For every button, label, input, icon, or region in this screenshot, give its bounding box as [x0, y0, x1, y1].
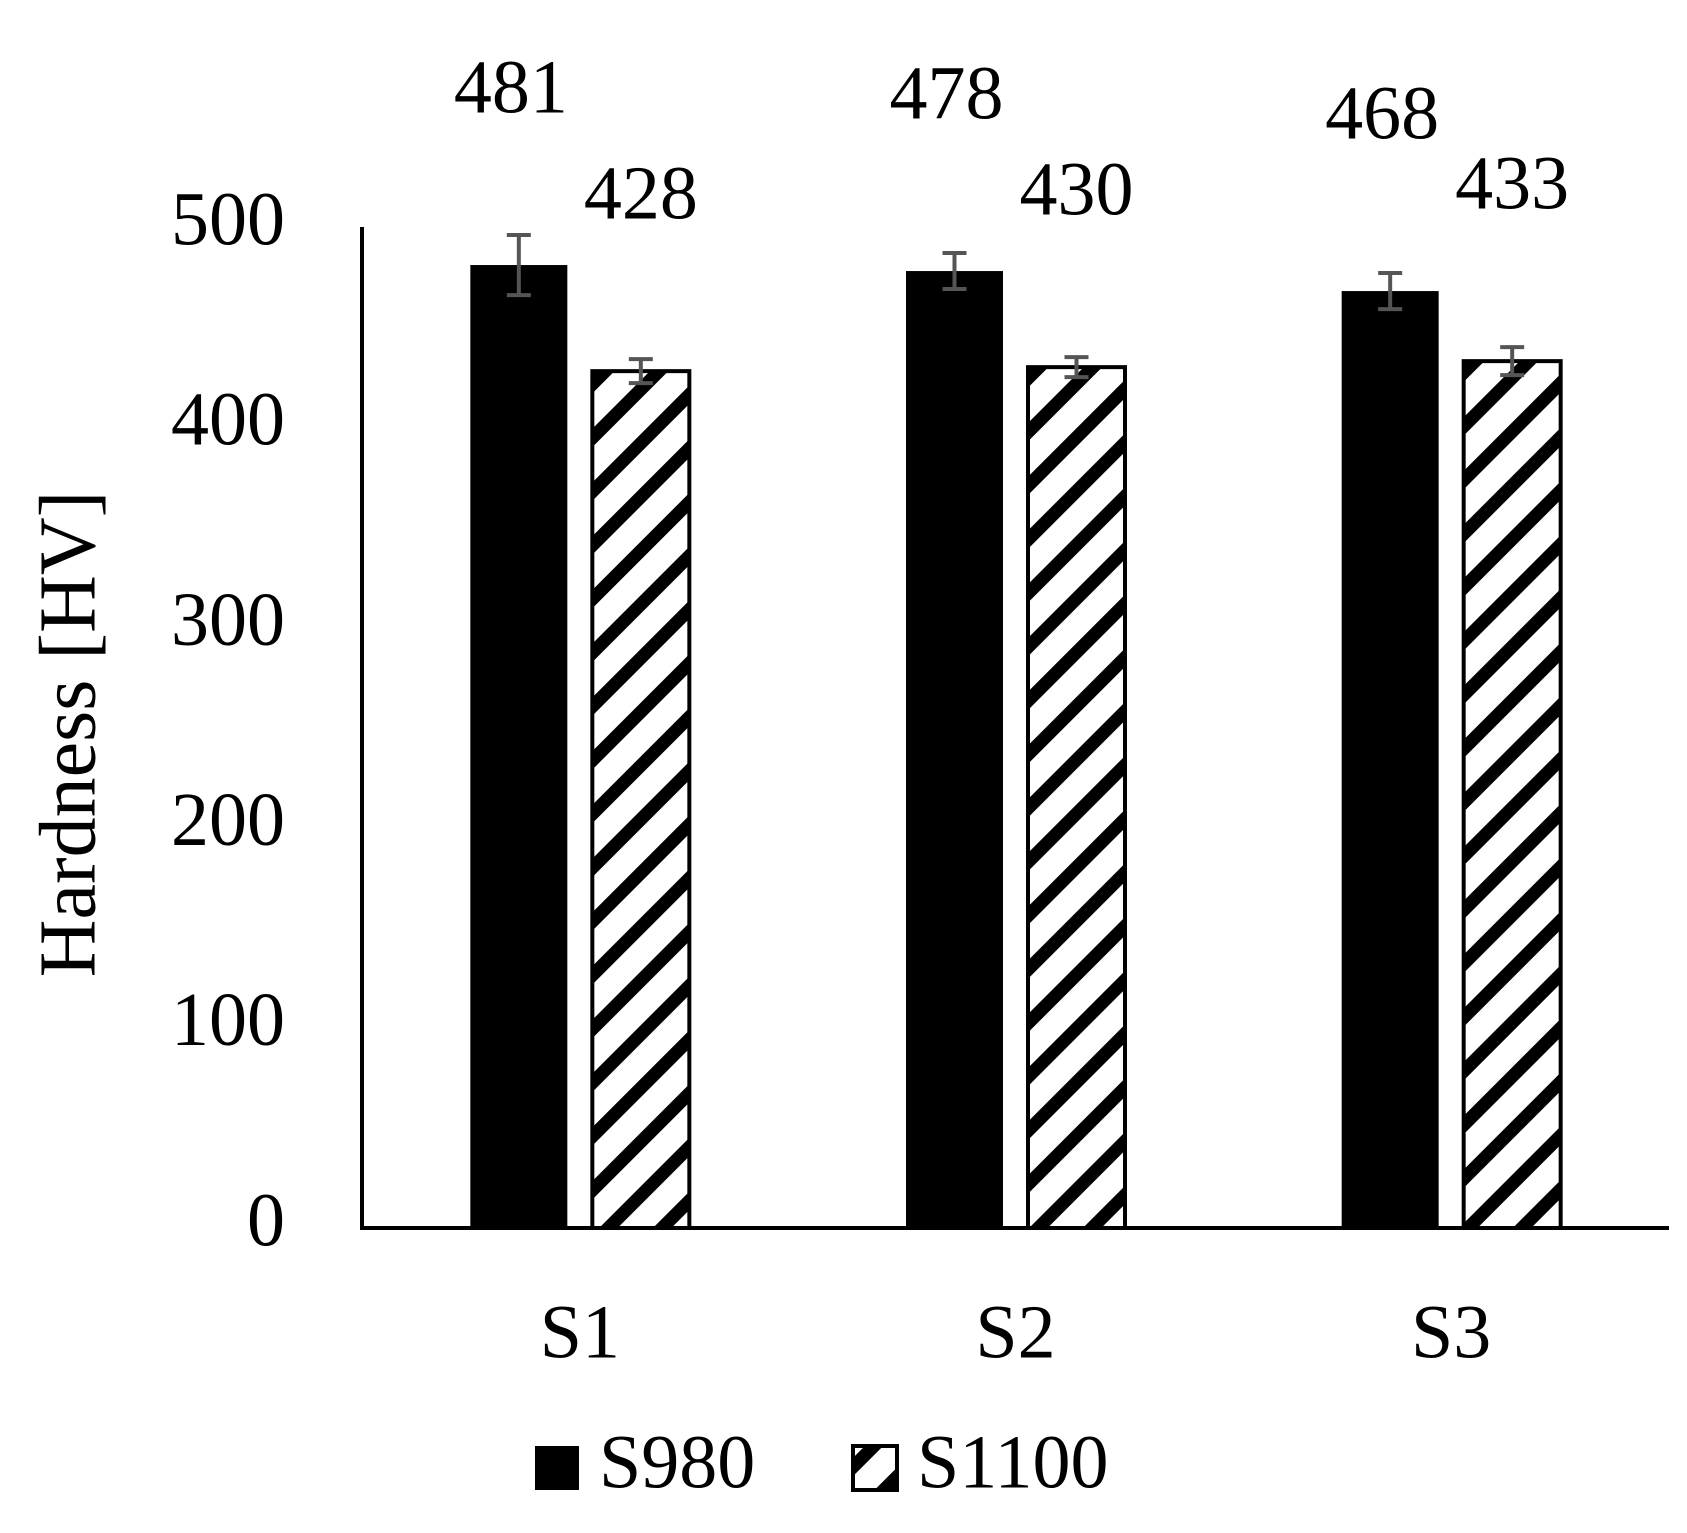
bar [1026, 365, 1127, 1230]
error-bar [1378, 271, 1403, 312]
x-tick-label: S2 [975, 1290, 1055, 1374]
data-label: 428 [584, 152, 698, 236]
x-tick-label: S3 [1411, 1290, 1491, 1374]
bar [590, 369, 692, 1231]
y-axis-title: Hardness [HV] [24, 491, 112, 978]
error-bar [506, 233, 531, 298]
error-bar [628, 357, 653, 386]
bar [1341, 291, 1439, 1229]
data-label: 478 [890, 51, 1004, 135]
x-tick-label: S1 [540, 1290, 620, 1374]
y-tick-label: 400 [171, 378, 285, 462]
error-bar [1500, 345, 1525, 378]
bar [1461, 359, 1563, 1231]
bar [906, 271, 1003, 1228]
legend-label: S980 [599, 1420, 755, 1504]
error-bar [1064, 355, 1089, 380]
legend-swatch [535, 1446, 579, 1490]
y-tick-label: 500 [171, 177, 285, 261]
data-label: 468 [1325, 72, 1439, 156]
y-tick-label: 300 [171, 578, 285, 662]
data-label: 433 [1455, 142, 1569, 226]
data-label: 481 [454, 45, 568, 129]
legend-label: S1100 [917, 1420, 1108, 1504]
y-tick-label: 200 [171, 778, 285, 862]
y-tick-label: 0 [247, 1178, 285, 1262]
data-label: 430 [1020, 148, 1134, 232]
legend-swatch [851, 1444, 899, 1492]
bar [470, 265, 568, 1229]
y-tick-label: 100 [171, 978, 285, 1062]
error-bar [942, 251, 967, 292]
